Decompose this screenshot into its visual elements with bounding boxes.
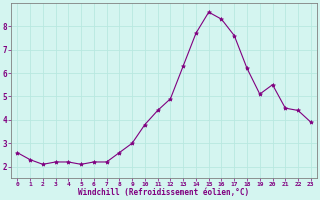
X-axis label: Windchill (Refroidissement éolien,°C): Windchill (Refroidissement éolien,°C) <box>78 188 250 197</box>
